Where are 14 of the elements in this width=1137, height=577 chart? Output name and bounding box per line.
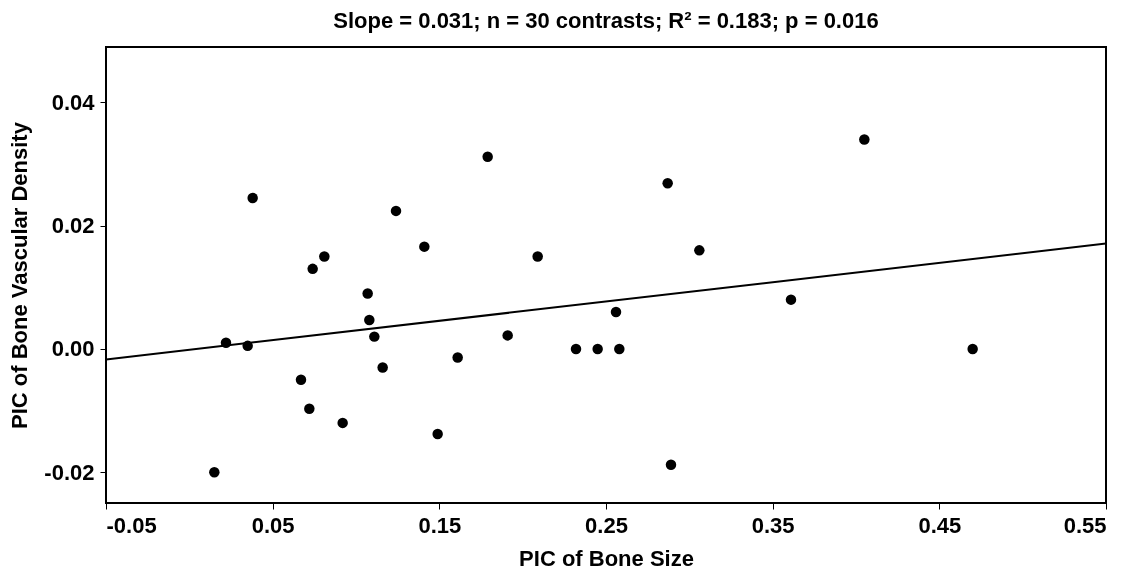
x-tick-label: 0.45 bbox=[918, 512, 962, 538]
y-tick-label: 0.04 bbox=[51, 89, 96, 115]
x-tick-label: 0.15 bbox=[418, 512, 462, 538]
x-axis-title: PIC of Bone Size bbox=[519, 545, 694, 571]
x-tick-label: 0.25 bbox=[585, 512, 628, 538]
y-tick-label: 0.02 bbox=[51, 213, 95, 239]
x-tick-label: -0.05 bbox=[106, 512, 157, 538]
y-tick-label: -0.02 bbox=[44, 459, 95, 485]
x-tick-label: 0.55 bbox=[1063, 512, 1107, 538]
chart-title: Slope = 0.031; n = 30 contrasts; R² = 0.183; p = 0.016 bbox=[333, 8, 879, 33]
y-tick-label: 0.00 bbox=[51, 336, 95, 362]
x-tick-label: 0.05 bbox=[251, 512, 295, 538]
y-axis-title: PIC of Bone Vascular Density bbox=[7, 121, 33, 429]
x-tick-label: 0.35 bbox=[751, 512, 795, 538]
